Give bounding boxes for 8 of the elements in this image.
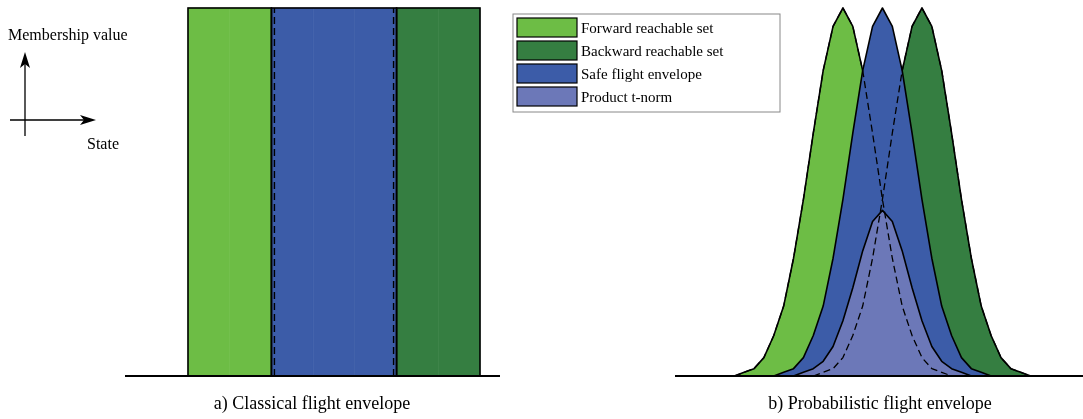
legend-label: Product t-norm	[581, 89, 673, 105]
legend-label: Backward reachable set	[581, 43, 725, 59]
legend-label: Safe flight envelope	[581, 66, 703, 82]
x-axis-title: b) Probabilistic flight envelope	[768, 393, 992, 414]
x-axis-title: a) Classical flight envelope	[213, 393, 411, 414]
text: State	[87, 135, 119, 152]
legend-label: Forward reachable set	[581, 20, 715, 36]
y-axis-title: Membership value	[8, 26, 128, 44]
